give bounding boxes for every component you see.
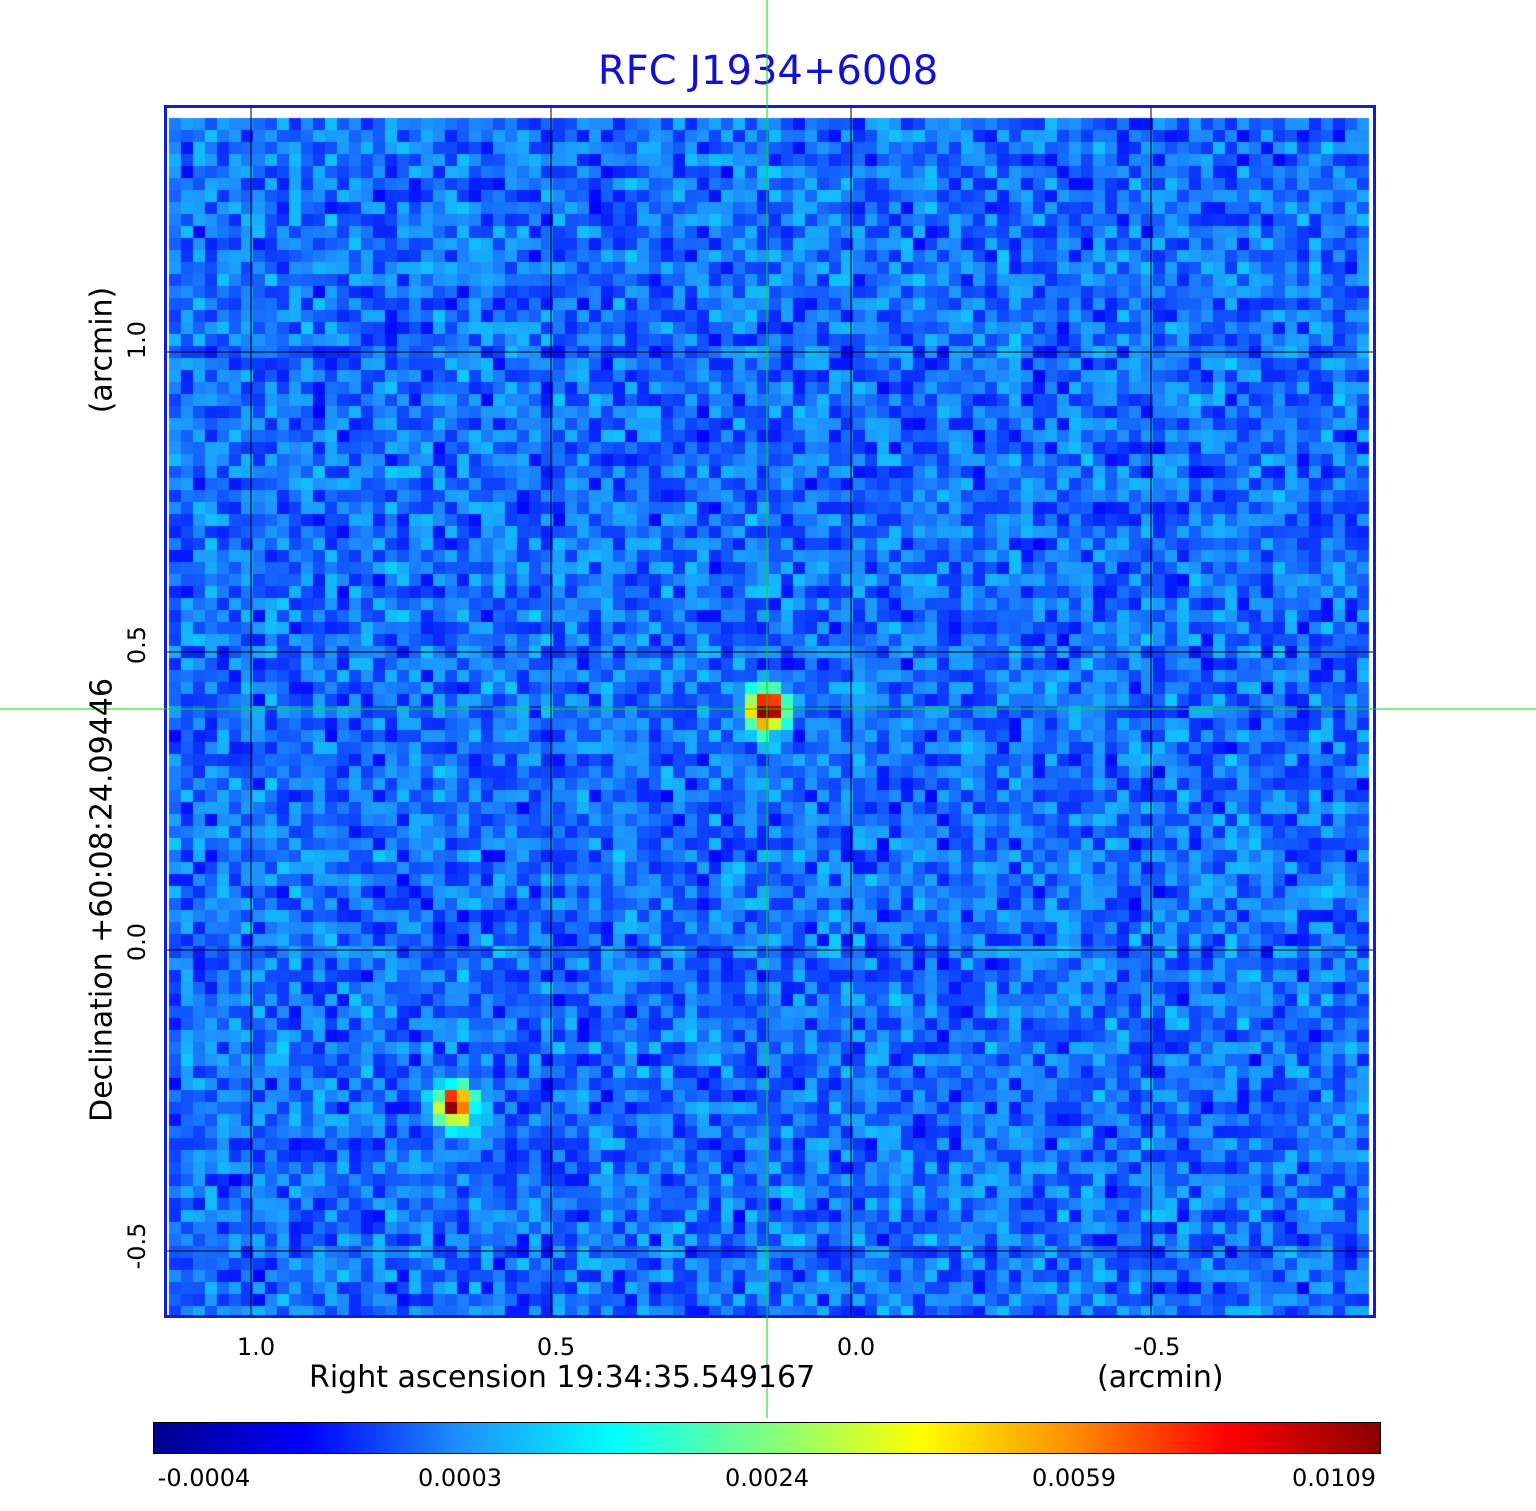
y-axis-unit: (arcmin) (84, 286, 120, 414)
y-tick-label: 1.0 (123, 320, 151, 360)
y-tick-label: 0.5 (123, 625, 151, 665)
colorbar (153, 1422, 1381, 1454)
y-tick-label: 0.0 (123, 922, 151, 962)
x-tick-label: 1.0 (236, 1333, 276, 1361)
x-tick-label: 0.0 (836, 1333, 876, 1361)
colorbar-tick-label: 0.0024 (725, 1464, 809, 1492)
y-axis-label: Declination +60:08:24.09446 (84, 678, 120, 1122)
x-axis-unit: (arcmin) (1097, 1360, 1224, 1395)
colorbar-tick-label: -0.0004 (157, 1464, 251, 1492)
coordinate-grid (167, 108, 1373, 1315)
colorbar-tick-label: 0.0109 (1292, 1464, 1376, 1492)
colorbar-tick-label: 0.0059 (1032, 1464, 1116, 1492)
x-axis-label: Right ascension 19:34:35.549167 (309, 1360, 816, 1395)
radio-image-canvas (167, 108, 1373, 1315)
y-tick-label: -0.5 (123, 1222, 151, 1270)
colorbar-tick-label: 0.0003 (418, 1464, 502, 1492)
x-tick-label: 0.5 (536, 1333, 576, 1361)
x-tick-label: -0.5 (1133, 1333, 1181, 1361)
image-frame[interactable] (164, 105, 1376, 1318)
image-title: RFC J1934+6008 (597, 48, 939, 94)
